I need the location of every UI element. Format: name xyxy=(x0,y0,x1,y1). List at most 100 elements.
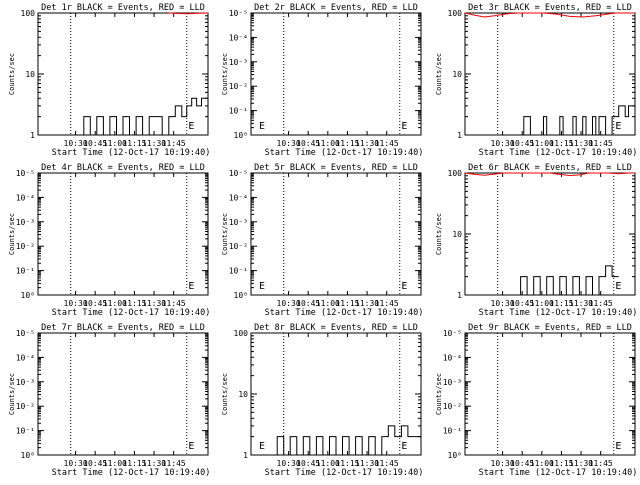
y-tick-label: 10⁰ xyxy=(234,131,248,140)
series-line-lld xyxy=(168,12,209,15)
y-axis-label: Counts/sec xyxy=(221,53,229,95)
x-tick-label: 11:15 xyxy=(335,459,359,468)
y-axis-label: Counts/sec xyxy=(8,213,16,255)
y-axis-label: Counts/sec xyxy=(435,213,443,255)
x-tick-label: 11:00 xyxy=(316,299,340,308)
x-tick-label: 11:45 xyxy=(589,299,613,308)
plot-frame xyxy=(250,12,422,136)
x-tick-label: 11:15 xyxy=(122,459,146,468)
series-line-lld xyxy=(464,12,635,18)
y-tick-label: 10⁻¹ xyxy=(229,107,248,116)
x-tick-label: 11:45 xyxy=(162,299,186,308)
y-tick-label: 10⁻³ xyxy=(443,378,462,387)
y-tick-label: 100 xyxy=(448,169,463,178)
x-axis-label: Start Time (12-Oct-17 10:19:40) xyxy=(265,468,424,478)
x-tick-label: 10:45 xyxy=(83,459,107,468)
x-tick-label: 11:15 xyxy=(549,299,573,308)
x-tick-label: 10:45 xyxy=(83,139,107,148)
plot-frame xyxy=(37,332,209,456)
event-marker: E xyxy=(259,281,265,292)
x-axis-label: Start Time (12-Oct-17 10:19:40) xyxy=(265,308,424,318)
x-tick-label: 11:45 xyxy=(375,299,399,308)
x-tick-label: 11:45 xyxy=(162,459,186,468)
y-tick-label: 10⁻³ xyxy=(229,218,248,227)
y-tick-label: 10⁻¹ xyxy=(229,267,248,276)
x-tick-label: 11:30 xyxy=(355,299,379,308)
plot-frame xyxy=(250,172,422,296)
x-tick-label: 10:45 xyxy=(510,299,534,308)
y-tick-label: 10⁻³ xyxy=(16,378,35,387)
event-marker: E xyxy=(188,121,194,132)
x-tick-label: 11:15 xyxy=(549,139,573,148)
y-tick-label: 100 xyxy=(234,329,249,338)
x-tick-label: 10:45 xyxy=(83,299,107,308)
y-tick-label: 100 xyxy=(448,9,463,18)
y-tick-label: 10⁻⁴ xyxy=(16,193,35,202)
y-tick-label: 10⁰ xyxy=(448,451,462,460)
x-tick-label: 10:45 xyxy=(510,459,534,468)
x-tick-label: 11:00 xyxy=(530,299,554,308)
x-tick-label: 11:00 xyxy=(316,459,340,468)
y-tick-label: 1 xyxy=(30,131,35,140)
x-tick-label: 10:30 xyxy=(491,139,515,148)
y-tick-label: 10⁻⁵ xyxy=(16,329,35,338)
x-tick-label: 10:45 xyxy=(510,139,534,148)
x-axis-label: Start Time (12-Oct-17 10:19:40) xyxy=(52,468,211,478)
x-tick-label: 11:15 xyxy=(122,139,146,148)
y-tick-label: 10⁻² xyxy=(443,402,462,411)
panel-title: Det 6r BLACK = Events, RED = LLD xyxy=(468,163,632,173)
y-tick-label: 100 xyxy=(21,9,36,18)
y-tick-label: 10⁻¹ xyxy=(16,427,35,436)
x-tick-label: 11:00 xyxy=(530,139,554,148)
series-line-events xyxy=(520,265,619,296)
event-marker: E xyxy=(259,441,265,452)
y-tick-label: 10 xyxy=(452,230,462,239)
y-axis-label: Counts/sec xyxy=(221,373,229,415)
x-tick-label: 11:30 xyxy=(142,139,166,148)
y-tick-label: 1 xyxy=(457,131,462,140)
x-tick-label: 11:30 xyxy=(355,459,379,468)
x-tick-label: 11:00 xyxy=(103,459,127,468)
series-line-events xyxy=(523,105,635,136)
x-tick-label: 11:30 xyxy=(569,139,593,148)
y-tick-label: 10⁻⁵ xyxy=(443,329,462,338)
y-tick-label: 10⁻⁴ xyxy=(443,353,462,362)
x-tick-label: 10:30 xyxy=(64,139,88,148)
y-tick-label: 1 xyxy=(457,291,462,300)
x-tick-label: 10:30 xyxy=(277,459,301,468)
y-tick-label: 10 xyxy=(25,70,35,79)
x-axis-label: Start Time (12-Oct-17 10:19:40) xyxy=(52,308,211,318)
y-axis-label: Counts/sec xyxy=(8,373,16,415)
event-marker: E xyxy=(188,281,194,292)
y-tick-label: 10⁰ xyxy=(234,291,248,300)
x-tick-label: 11:30 xyxy=(355,139,379,148)
x-tick-label: 11:45 xyxy=(589,459,613,468)
y-tick-label: 10⁻² xyxy=(229,82,248,91)
y-tick-label: 10⁻² xyxy=(229,242,248,251)
y-tick-label: 10⁻⁴ xyxy=(229,193,248,202)
x-axis-label: Start Time (12-Oct-17 10:19:40) xyxy=(479,148,638,158)
y-axis-label: Counts/sec xyxy=(435,53,443,95)
x-tick-label: 10:30 xyxy=(64,299,88,308)
panel-title: Det 8r BLACK = Events, RED = LLD xyxy=(254,323,418,333)
x-tick-label: 11:45 xyxy=(162,139,186,148)
event-marker: E xyxy=(615,441,621,452)
y-tick-label: 10⁻⁴ xyxy=(16,353,35,362)
y-tick-label: 1 xyxy=(243,451,248,460)
x-tick-label: 11:15 xyxy=(549,459,573,468)
x-tick-label: 11:15 xyxy=(335,299,359,308)
x-tick-label: 11:45 xyxy=(375,139,399,148)
y-tick-label: 10⁻¹ xyxy=(443,427,462,436)
x-axis-label: Start Time (12-Oct-17 10:19:40) xyxy=(479,308,638,318)
y-tick-label: 10 xyxy=(452,70,462,79)
y-tick-label: 10⁻⁵ xyxy=(229,169,248,178)
x-tick-label: 11:30 xyxy=(142,459,166,468)
event-marker: E xyxy=(615,121,621,132)
x-tick-label: 11:15 xyxy=(122,299,146,308)
y-tick-label: 10⁻³ xyxy=(16,218,35,227)
plot-frame xyxy=(464,12,636,136)
y-tick-label: 10⁻⁵ xyxy=(229,9,248,18)
panel-title: Det 2r BLACK = Events, RED = LLD xyxy=(254,3,418,13)
